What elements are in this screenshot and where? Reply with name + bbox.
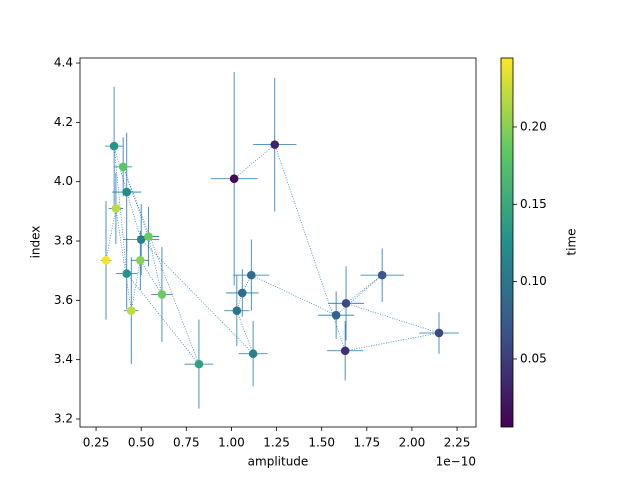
connecting-line: [105, 144, 440, 365]
point: [111, 204, 121, 213]
point: [122, 187, 132, 197]
point: [118, 162, 128, 172]
colorbar-label: time: [565, 228, 579, 255]
y-tick-label: 4.4: [54, 56, 73, 70]
colorbar-tick-label: 0.05: [520, 351, 547, 365]
point: [122, 269, 132, 278]
colorbar-tick-label: 0.15: [520, 197, 547, 211]
x-offset-label: 1e−10: [436, 455, 476, 469]
x-tick-label: 2.00: [399, 436, 426, 450]
point: [194, 359, 204, 369]
y-tick-label: 3.6: [54, 293, 73, 307]
x-tick-label: 0.75: [173, 436, 200, 450]
x-tick-label: 0.25: [83, 436, 110, 450]
x-tick-label: 1.25: [263, 436, 290, 450]
colorbar: [500, 57, 514, 428]
point: [434, 328, 444, 338]
x-tick-label: 1.50: [308, 436, 335, 450]
point: [331, 310, 341, 320]
colorbar-tick-label: 0.20: [520, 119, 547, 133]
point: [270, 140, 280, 149]
point: [248, 349, 258, 359]
x-tick-label: 0.50: [128, 436, 155, 450]
x-axis-label: amplitude: [248, 455, 309, 469]
plot-frame: [79, 57, 477, 428]
x-tick-label: 1.75: [353, 436, 380, 450]
point: [229, 174, 239, 184]
x-tick-label: 1.00: [218, 436, 245, 450]
y-tick-label: 3.2: [54, 411, 73, 425]
point: [340, 346, 350, 356]
point: [232, 306, 242, 316]
point: [126, 306, 136, 316]
y-tick-label: 3.4: [54, 352, 73, 366]
colorbar-tick-label: 0.10: [520, 274, 547, 288]
y-tick-label: 4.0: [54, 174, 73, 188]
point: [144, 232, 153, 241]
point: [157, 290, 167, 299]
y-tick-label: 4.2: [54, 115, 73, 129]
point: [341, 299, 351, 308]
x-tick-label: 2.25: [444, 436, 471, 450]
point: [136, 235, 146, 244]
point: [109, 141, 119, 151]
point: [237, 288, 247, 298]
point: [135, 255, 145, 265]
y-tick-label: 3.8: [54, 234, 73, 248]
point: [101, 255, 111, 265]
point: [377, 270, 387, 280]
y-axis-label: index: [29, 226, 43, 259]
point: [246, 270, 256, 280]
